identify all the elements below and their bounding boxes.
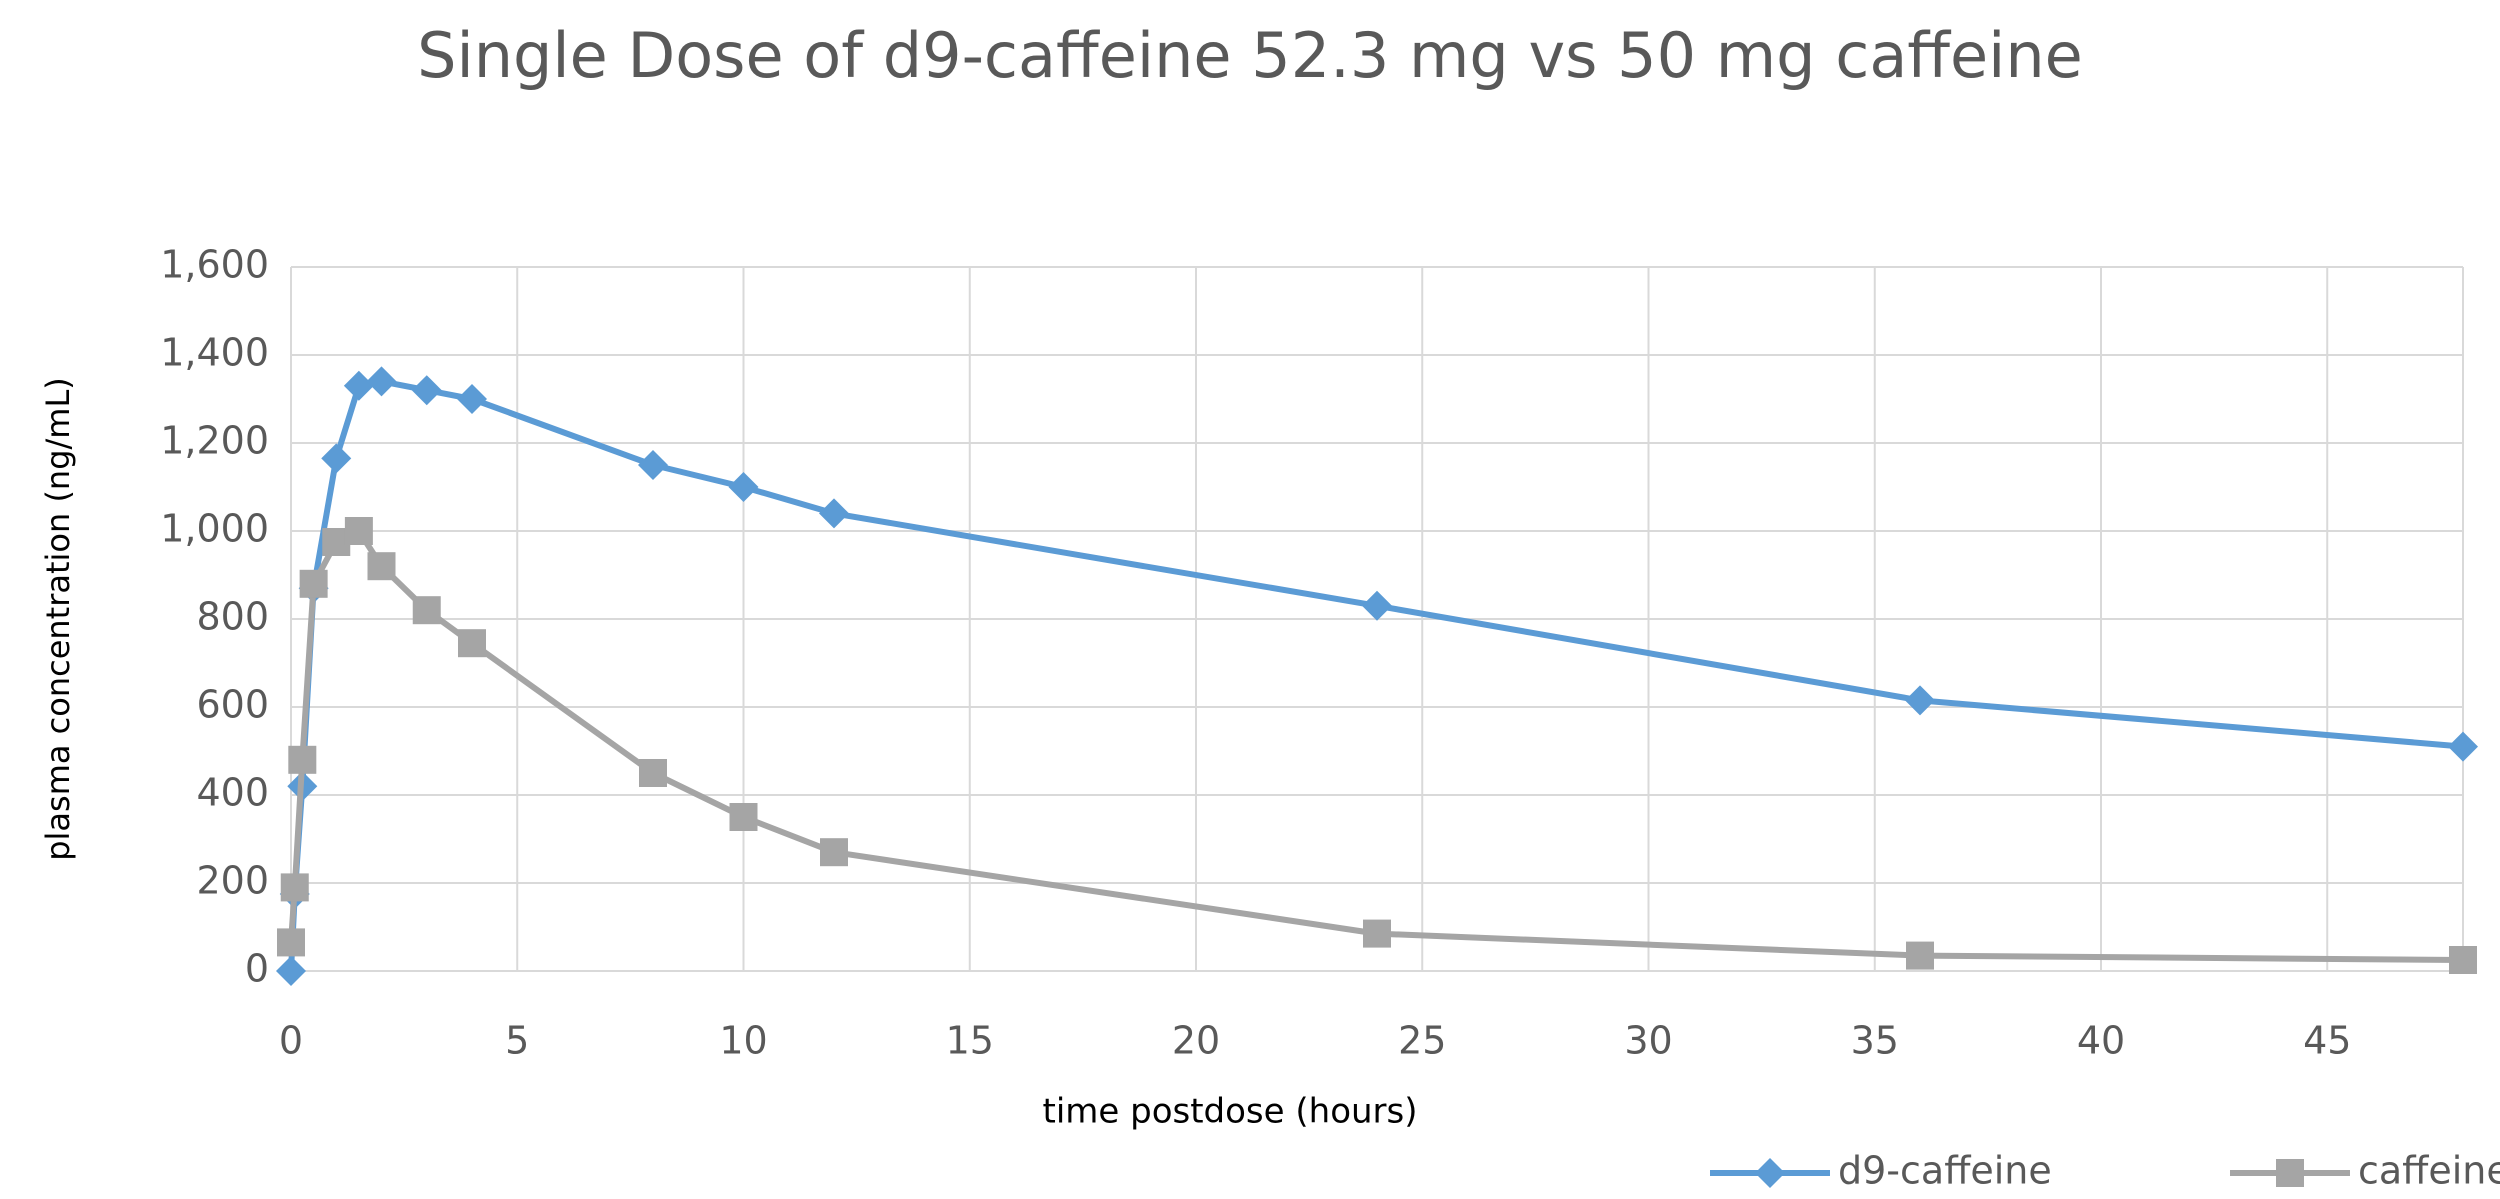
x-tick-label: 0: [279, 1019, 303, 1063]
x-axis-label: time postdose (hours): [1043, 1092, 1418, 1132]
y-tick-label: 1,000: [160, 507, 269, 551]
legend-marker: [2276, 1159, 2304, 1187]
legend-marker: [1755, 1158, 1785, 1188]
y-tick-label: 600: [196, 683, 269, 727]
x-tick-label: 30: [1624, 1019, 1672, 1063]
x-tick-label: 20: [1172, 1019, 1220, 1063]
x-tick-label: 25: [1398, 1019, 1446, 1063]
y-tick-label: 800: [196, 595, 269, 639]
data-point: [367, 552, 396, 581]
data-point: [1906, 941, 1934, 970]
data-point: [366, 366, 397, 397]
x-tick-label: 35: [1851, 1019, 1899, 1063]
data-point: [728, 472, 759, 502]
y-tick-label: 400: [196, 771, 269, 815]
y-tick-label: 1,200: [160, 419, 269, 463]
data-point: [1905, 685, 1935, 716]
data-point: [639, 759, 667, 787]
data-point: [2448, 731, 2478, 762]
data-point: [288, 745, 317, 774]
legend-label: d9-caffeine: [1838, 1149, 2052, 1193]
data-point: [299, 569, 328, 598]
data-point: [1363, 919, 1391, 948]
x-tick-label: 45: [2303, 1019, 2351, 1063]
x-tick-label: 15: [946, 1019, 994, 1063]
y-tick-label: 0: [245, 947, 269, 991]
data-point: [344, 517, 373, 545]
data-point: [458, 629, 486, 658]
data-point: [276, 956, 306, 986]
data-point: [457, 384, 487, 414]
data-point: [1362, 590, 1392, 621]
x-tick-label: 5: [505, 1019, 529, 1063]
y-axis-label: plasma concentration (ng/mL): [39, 377, 77, 861]
data-point: [819, 498, 849, 529]
y-tick-label: 1,600: [160, 243, 269, 287]
data-point: [820, 838, 848, 867]
data-point: [729, 803, 758, 831]
x-tick-label: 10: [719, 1019, 767, 1063]
data-point: [412, 596, 441, 625]
y-tick-label: 1,400: [160, 331, 269, 375]
data-point: [411, 375, 442, 406]
x-tick-label: 40: [2077, 1019, 2125, 1063]
chart-title: Single Dose of d9-caffeine 52.3 mg vs 50…: [417, 19, 2083, 92]
data-point: [638, 450, 668, 480]
data-point: [2449, 946, 2477, 974]
data-point: [277, 928, 305, 957]
data-point: [343, 370, 374, 401]
y-tick-label: 200: [196, 859, 269, 903]
data-point: [280, 873, 309, 902]
data-point: [321, 443, 352, 474]
legend-label: caffeine: [2358, 1149, 2500, 1193]
